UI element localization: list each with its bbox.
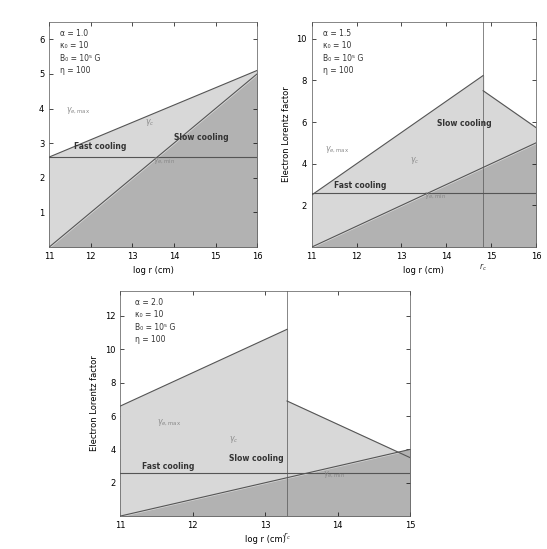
Text: $\gamma_{e,\rm min}$: $\gamma_{e,\rm min}$ <box>424 191 446 201</box>
X-axis label: log r (cm): log r (cm) <box>133 266 173 276</box>
Text: $\gamma_c$: $\gamma_c$ <box>229 434 238 445</box>
Text: α = 1.5
κ₀ = 10
B₀ = 10⁵ G
η = 100: α = 1.5 κ₀ = 10 B₀ = 10⁵ G η = 100 <box>323 29 363 75</box>
X-axis label: log r (cm): log r (cm) <box>404 266 444 276</box>
Text: Slow cooling: Slow cooling <box>229 454 284 463</box>
Text: Slow cooling: Slow cooling <box>174 133 229 142</box>
Y-axis label: Electron Lorentz factor: Electron Lorentz factor <box>90 356 100 451</box>
Text: $\gamma_{e,\rm max}$: $\gamma_{e,\rm max}$ <box>66 105 90 116</box>
Text: $\gamma_{e,\rm max}$: $\gamma_{e,\rm max}$ <box>156 418 181 428</box>
Text: Slow cooling: Slow cooling <box>438 119 492 128</box>
Text: $r_c$: $r_c$ <box>283 531 291 542</box>
Text: α = 1.0
κ₀ = 10
B₀ = 10⁵ G
η = 100: α = 1.0 κ₀ = 10 B₀ = 10⁵ G η = 100 <box>60 29 100 75</box>
Text: Fast cooling: Fast cooling <box>334 181 387 191</box>
Text: $\gamma_{e,\rm min}$: $\gamma_{e,\rm min}$ <box>323 469 346 480</box>
Text: $\gamma_{e,\rm max}$: $\gamma_{e,\rm max}$ <box>325 144 349 155</box>
Text: $\gamma_c$: $\gamma_c$ <box>410 155 420 166</box>
Text: Fast cooling: Fast cooling <box>142 462 194 471</box>
Text: $\gamma_{e,\rm min}$: $\gamma_{e,\rm min}$ <box>153 155 176 166</box>
Text: Fast cooling: Fast cooling <box>74 142 126 152</box>
X-axis label: log r (cm): log r (cm) <box>245 535 286 545</box>
Text: α = 2.0
κ₀ = 10
B₀ = 10⁵ G
η = 100: α = 2.0 κ₀ = 10 B₀ = 10⁵ G η = 100 <box>135 298 175 344</box>
Text: $\gamma_c$: $\gamma_c$ <box>145 117 154 128</box>
Text: $r_c$: $r_c$ <box>479 262 487 273</box>
Y-axis label: Electron Lorentz factor: Electron Lorentz factor <box>282 87 291 182</box>
